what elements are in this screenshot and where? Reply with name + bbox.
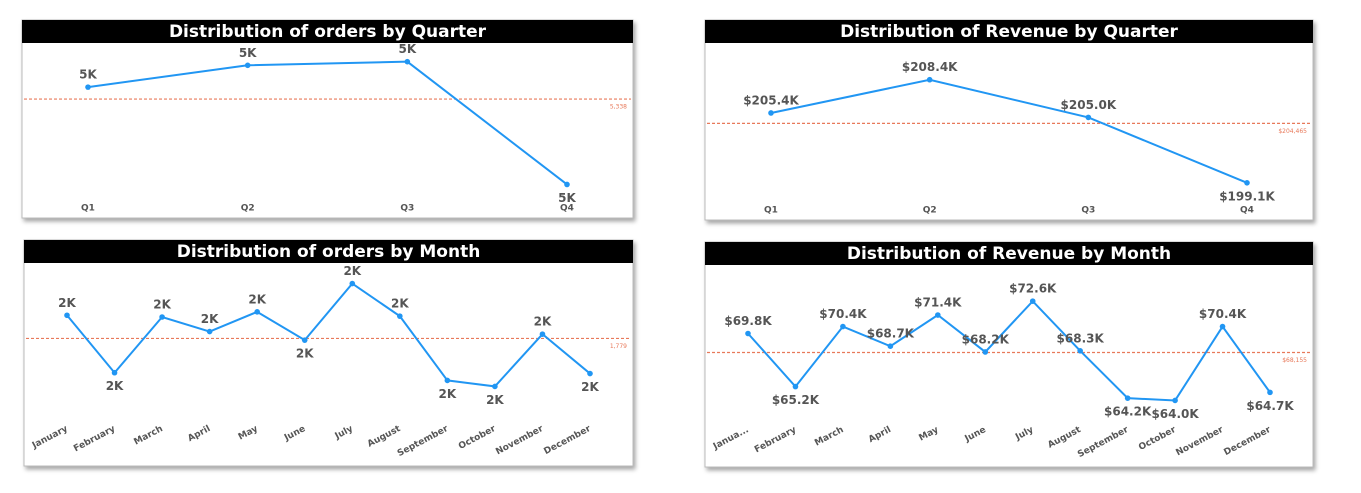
data-label: 2K (391, 297, 409, 311)
data-label: $208.4K (902, 60, 958, 74)
data-label: 2K (201, 312, 219, 326)
title-bar (705, 20, 1313, 43)
data-label: $64.7K (1246, 399, 1294, 413)
line-series (87, 60, 568, 186)
x-tick-label: Q2 (241, 204, 255, 214)
point (887, 343, 894, 349)
point (1267, 389, 1273, 396)
x-tick-label: Q3 (400, 204, 414, 214)
line-series (747, 299, 1271, 402)
point (1244, 180, 1250, 186)
point (444, 377, 451, 384)
x-tick-label: Q2 (923, 206, 937, 216)
point (85, 84, 91, 90)
point (792, 383, 799, 390)
point (935, 312, 941, 318)
chart-title: Distribution of orders by Quarter (169, 22, 487, 42)
x-tick-label: Q1 (764, 206, 778, 216)
x-tick-label: Q3 (1081, 206, 1095, 216)
data-label: $65.2K (772, 393, 820, 407)
data-label: $205.0K (1061, 98, 1117, 112)
title-bar (24, 240, 633, 263)
data-label: $68.3K (1057, 331, 1105, 345)
average-label: 1,779 (610, 343, 627, 350)
point (840, 323, 846, 330)
data-label: 2K (153, 298, 171, 312)
data-label: $72.6K (1009, 282, 1057, 296)
point (926, 76, 933, 83)
panel (704, 241, 1314, 468)
data-label: $71.4K (914, 296, 962, 310)
point (492, 383, 498, 390)
data-label: 2K (58, 296, 76, 310)
x-tick-label: Q4 (1240, 206, 1254, 216)
point (254, 309, 260, 315)
point (1029, 298, 1036, 304)
data-label: 5K (79, 68, 97, 82)
data-label: 5K (558, 191, 576, 205)
point (349, 280, 356, 287)
data-label: 2K (296, 347, 314, 361)
point (539, 331, 546, 337)
data-label: 2K (248, 292, 266, 306)
data-label: $68.2K (962, 332, 1010, 346)
data-label: 2K (439, 387, 457, 401)
data-label: $199.1K (1219, 189, 1275, 203)
chart-title: Distribution of Revenue by Month (847, 244, 1171, 264)
data-label: 2K (486, 393, 504, 407)
data-label: 2K (343, 264, 361, 278)
panel (704, 19, 1314, 221)
data-label: $205.4K (743, 93, 799, 107)
point (397, 313, 403, 319)
line-series (66, 282, 591, 388)
data-label: 2K (581, 380, 599, 394)
point (768, 110, 774, 116)
point (159, 314, 165, 320)
point (206, 328, 213, 335)
data-label: $70.4K (1199, 307, 1247, 321)
point (1077, 348, 1083, 354)
chart-title: Distribution of Revenue by Quarter (840, 22, 1178, 42)
panel (21, 19, 634, 219)
line-series (770, 78, 1248, 184)
data-label: 2K (534, 315, 552, 329)
data-label: 2K (106, 379, 124, 393)
panel (23, 239, 634, 467)
data-label: 5K (239, 46, 257, 60)
point (244, 62, 251, 69)
point (745, 330, 751, 337)
data-label: $69.8K (724, 314, 772, 328)
point (301, 337, 308, 343)
data-label: $64.2K (1104, 405, 1152, 419)
title-bar (22, 20, 633, 43)
x-tick-label: Q1 (81, 204, 95, 214)
point (564, 181, 570, 188)
average-label: 5,338 (610, 104, 627, 111)
point (587, 370, 593, 377)
point (1085, 114, 1092, 121)
chart-title: Distribution of orders by Month (177, 242, 481, 262)
data-label: $64.0K (1151, 407, 1199, 421)
x-tick-label: Q4 (560, 204, 574, 214)
point (1124, 395, 1131, 401)
average-label: $204,465 (1278, 128, 1307, 135)
data-label: $70.4K (819, 307, 867, 321)
point (64, 312, 70, 319)
point (982, 349, 989, 355)
average-label: $68,155 (1282, 357, 1307, 364)
data-label: 5K (399, 42, 417, 56)
point (111, 369, 118, 376)
point (404, 58, 411, 65)
title-bar (705, 242, 1313, 265)
point (1219, 323, 1226, 330)
point (1172, 397, 1178, 404)
data-label: $68.7K (867, 327, 915, 341)
